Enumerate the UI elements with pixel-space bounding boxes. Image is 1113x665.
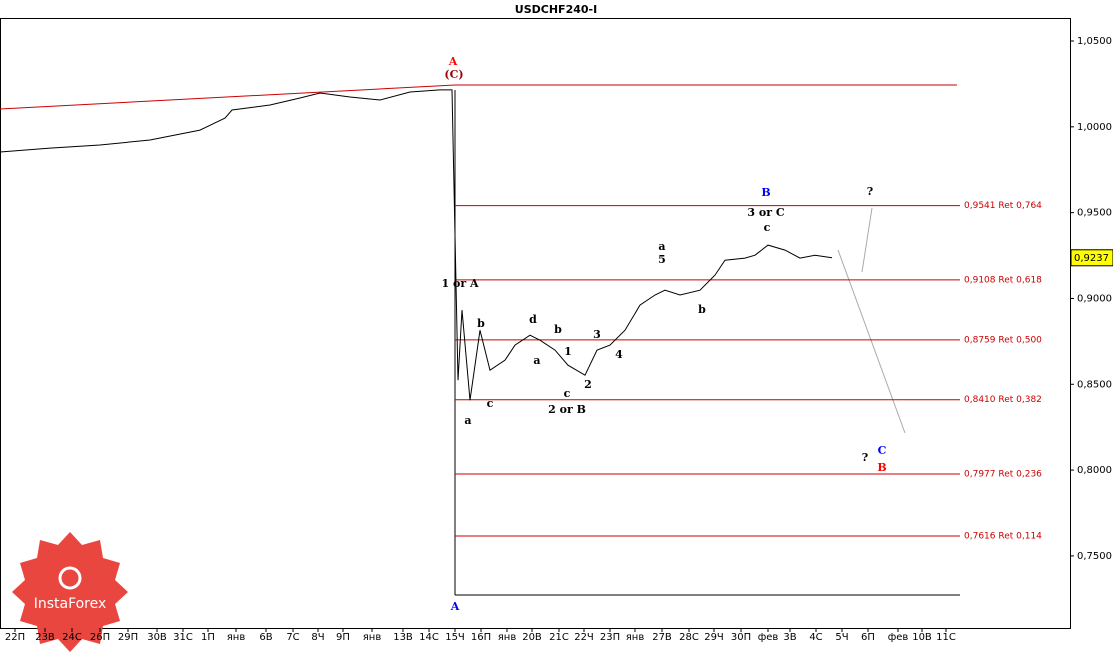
x-tick-label: 31С <box>173 632 193 643</box>
y-tick-label: 0,9500 <box>1077 208 1112 219</box>
fib-label: 0,7977 Ret 0,236 <box>964 470 1042 480</box>
wave-label: 5 <box>658 253 666 266</box>
trend-line <box>0 84 456 110</box>
x-tick-label: 1П <box>201 632 215 643</box>
fib-label: 0,9108 Ret 0,618 <box>964 275 1042 285</box>
x-tick-label: янв <box>227 632 246 643</box>
y-tick-label: 1,0500 <box>1077 36 1112 47</box>
wave-label: B <box>877 461 886 474</box>
x-tick-label: 13В <box>393 632 413 643</box>
x-tick-label: янв <box>363 632 382 643</box>
logo-icon <box>58 566 82 590</box>
x-tick-label: 4С <box>809 632 822 643</box>
y-tick-label: 1,0000 <box>1077 122 1112 133</box>
wave-label: 1 <box>564 345 572 358</box>
x-tick-label: янв <box>498 632 517 643</box>
y-tick-label: 0,8000 <box>1077 465 1112 476</box>
logo-badge <box>12 532 128 652</box>
x-tick-label: 30В <box>147 632 167 643</box>
x-tick-label: 15Ч <box>445 632 465 643</box>
wave-label: c <box>764 221 771 234</box>
x-tick-label: янв <box>626 632 645 643</box>
x-tick-label: 26П <box>90 632 110 643</box>
watermark: InstaForex <box>34 596 107 612</box>
wave-label: ? <box>862 451 868 464</box>
plot-frame <box>0 18 1071 629</box>
fib-label: 0,7616 Ret 0,114 <box>964 532 1042 542</box>
wave-label: 1 or A <box>442 277 479 290</box>
wave-label: (C) <box>444 68 463 81</box>
wave-label: b <box>698 303 706 316</box>
x-tick-label: 3В <box>783 632 796 643</box>
x-tick-label: 11С <box>936 632 956 643</box>
x-tick-label: 9П <box>336 632 350 643</box>
wave-label: 3 or C <box>747 206 784 219</box>
wave-label: ? <box>867 185 873 198</box>
x-tick-label: 7С <box>286 632 299 643</box>
x-tick-label: 29Ч <box>704 632 724 643</box>
x-tick-label: 27В <box>652 632 672 643</box>
x-tick-label: 20В <box>522 632 542 643</box>
wave-label: A <box>450 600 460 613</box>
x-tick-label: 22П <box>5 632 25 643</box>
forecast-line <box>861 207 873 273</box>
x-tick-label: 21С <box>549 632 569 643</box>
fib-label: 0,8759 Ret 0,500 <box>964 335 1042 345</box>
wave-label: a <box>658 240 665 253</box>
logo: InstaForex <box>12 532 128 652</box>
wave-label: c <box>564 387 571 400</box>
x-tick-label: 24С <box>62 632 82 643</box>
x-tick-label: 14С <box>419 632 439 643</box>
wave-label: 4 <box>615 348 623 361</box>
chart-title: USDCHF240-I <box>515 3 597 16</box>
wave-label: b <box>477 317 485 330</box>
last-price-box <box>1070 249 1113 267</box>
x-tick-label: 6В <box>259 632 272 643</box>
wave-label: a <box>533 354 540 367</box>
wave-label: a <box>464 414 471 427</box>
price-line <box>0 89 833 401</box>
fib-label: 0,9541 Ret 0,764 <box>964 201 1042 211</box>
wave-label: 2 <box>584 378 592 391</box>
x-tick-label: 23П <box>600 632 620 643</box>
last-price-label: 0,9237 <box>1074 253 1109 264</box>
fib-label: 0,8410 Ret 0,382 <box>964 395 1042 405</box>
x-tick-label: 16П <box>471 632 491 643</box>
wave-label: B <box>761 186 770 199</box>
wave-label: 2 or B <box>548 403 586 416</box>
x-tick-label: 22Ч <box>574 632 594 643</box>
x-tick-label: 28С <box>679 632 699 643</box>
wave-label: A <box>448 55 458 68</box>
wave-label: b <box>554 323 562 336</box>
x-tick-label: 29П <box>118 632 138 643</box>
x-tick-label: фев <box>888 632 909 643</box>
y-tick-label: 0,8500 <box>1077 379 1112 390</box>
x-tick-label: 6П <box>861 632 875 643</box>
x-tick-label: 10В <box>912 632 932 643</box>
wave-label: d <box>529 313 537 326</box>
forecast-line <box>837 249 906 434</box>
wave-label: C <box>878 444 887 457</box>
y-tick-label: 0,7500 <box>1077 551 1112 562</box>
wave-label: c <box>487 397 494 410</box>
y-tick-label: 0,9000 <box>1077 293 1112 304</box>
wave-label: 3 <box>593 328 601 341</box>
x-tick-label: 23В <box>35 632 55 643</box>
x-tick-label: 8Ч <box>311 632 324 643</box>
x-tick-label: 30П <box>731 632 751 643</box>
x-tick-label: 5Ч <box>835 632 848 643</box>
x-tick-label: фев <box>758 632 779 643</box>
